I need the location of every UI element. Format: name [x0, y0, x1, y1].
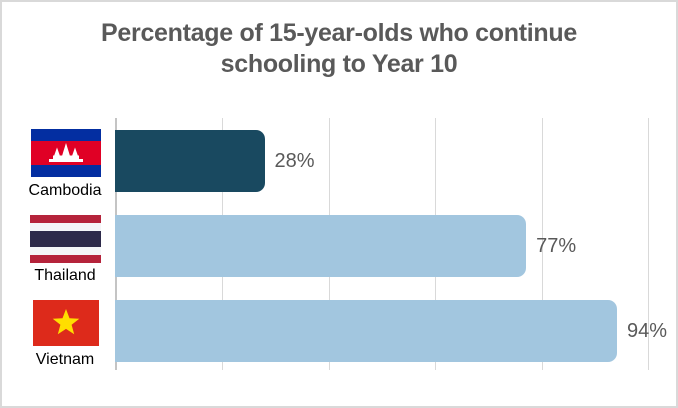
- bar-thailand: [115, 215, 527, 277]
- bar-cambodia: [115, 130, 265, 192]
- vietnam-flag-icon: [33, 300, 99, 346]
- value-label-vietnam: 94%: [626, 319, 667, 342]
- value-label-thailand: 77%: [536, 234, 577, 257]
- bar-row-thailand: 77%: [115, 215, 649, 277]
- thailand-flag-icon: [30, 215, 101, 263]
- chart-title: Percentage of 15-year-olds who continue …: [2, 18, 676, 79]
- bar-vietnam: [115, 300, 617, 362]
- bar-row-vietnam: 94%: [115, 300, 667, 362]
- gridline-80pct: [542, 118, 544, 370]
- category-label-cambodia: Cambodia: [28, 182, 102, 199]
- chart-title-line-1: Percentage of 15-year-olds who continue: [101, 19, 577, 47]
- gridline-100pct: [648, 118, 649, 370]
- value-label-cambodia: 28%: [274, 149, 315, 172]
- chart-title-line-2: schooling to Year 10: [220, 49, 458, 78]
- bar-row-cambodia: 28%: [115, 130, 649, 192]
- category-label-thailand: Thailand: [34, 267, 96, 284]
- plot-area: 28% 77% 94%: [115, 118, 667, 370]
- cambodia-flag-icon: [31, 129, 101, 177]
- category-label-vietnam: Vietnam: [35, 351, 95, 368]
